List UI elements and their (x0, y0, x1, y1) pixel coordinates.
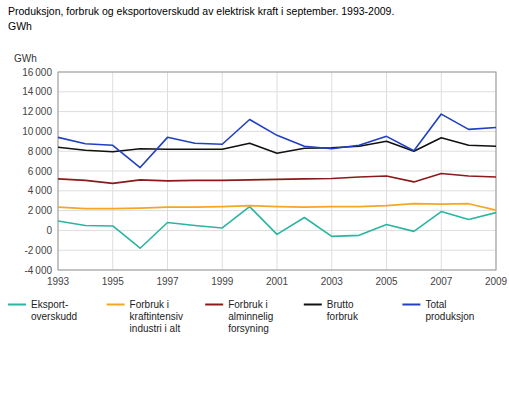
legend-label: Eksport-overskudd (31, 299, 77, 322)
y-tick-label: 6 000 (28, 166, 53, 177)
series-line (58, 207, 496, 249)
x-tick-label: 1997 (156, 276, 179, 287)
x-tick-label: 2001 (266, 276, 289, 287)
legend-swatch (402, 304, 420, 306)
legend-swatch (107, 304, 125, 306)
subtitle: GWh (8, 20, 32, 32)
series-line (58, 138, 496, 153)
title: Produksjon, forbruk og eksportoverskudd … (8, 5, 394, 17)
legend: Eksport-overskudd Forbruk ikraftintensivi… (8, 299, 474, 334)
y-tick-label: 8 000 (28, 146, 53, 157)
lines (58, 114, 496, 248)
x-tick-label: 2009 (485, 276, 508, 287)
legend-swatch (205, 304, 223, 306)
y-tick-label: 4 000 (28, 185, 53, 196)
y-tick-label: -4 000 (24, 265, 52, 276)
x-tick-label: 2003 (321, 276, 344, 287)
y-tick-label: 12 000 (22, 106, 52, 117)
grid-line (277, 72, 278, 270)
plot-frame (58, 72, 496, 270)
x-tick-label: 2005 (375, 276, 398, 287)
x-tick-label: 1993 (47, 276, 70, 287)
legend-label: Forbruk ikraftintensivindustri i alt (130, 299, 183, 334)
y-axis-label: GWh (14, 53, 37, 64)
y-tick-label: 10 000 (22, 126, 52, 137)
chart: Produksjon, forbruk og eksportoverskudd … (0, 0, 509, 397)
grid-line (386, 72, 387, 270)
legend-label: Totalproduksjon (425, 299, 474, 322)
legend-swatch (304, 304, 322, 306)
x-tick-label: 1995 (102, 276, 125, 287)
y-tick-label: -2 000 (24, 245, 52, 256)
x-tick-label: 1999 (211, 276, 234, 287)
legend-swatch (8, 304, 26, 306)
series-line (58, 173, 496, 183)
grid-line (112, 72, 113, 270)
y-tick-label: 14 000 (22, 86, 52, 97)
legend-label: Forbruk ialminneligforsyning (228, 299, 273, 334)
axes: -4 000 -2 000 0 2 000 4 000 6 000 8 000 10 000 1… (22, 67, 507, 288)
y-tick-label: 0 (46, 225, 52, 236)
series-line (58, 114, 496, 167)
grid-line (441, 72, 442, 270)
legend-label: Bruttoforbruk (327, 299, 359, 322)
grid-line (167, 72, 168, 270)
series-line (58, 204, 496, 210)
y-tick-label: 16 000 (22, 67, 52, 78)
grid-line (331, 72, 332, 270)
grid-line (222, 72, 223, 270)
x-tick-label: 2007 (430, 276, 453, 287)
y-tick-label: 2 000 (28, 205, 53, 216)
